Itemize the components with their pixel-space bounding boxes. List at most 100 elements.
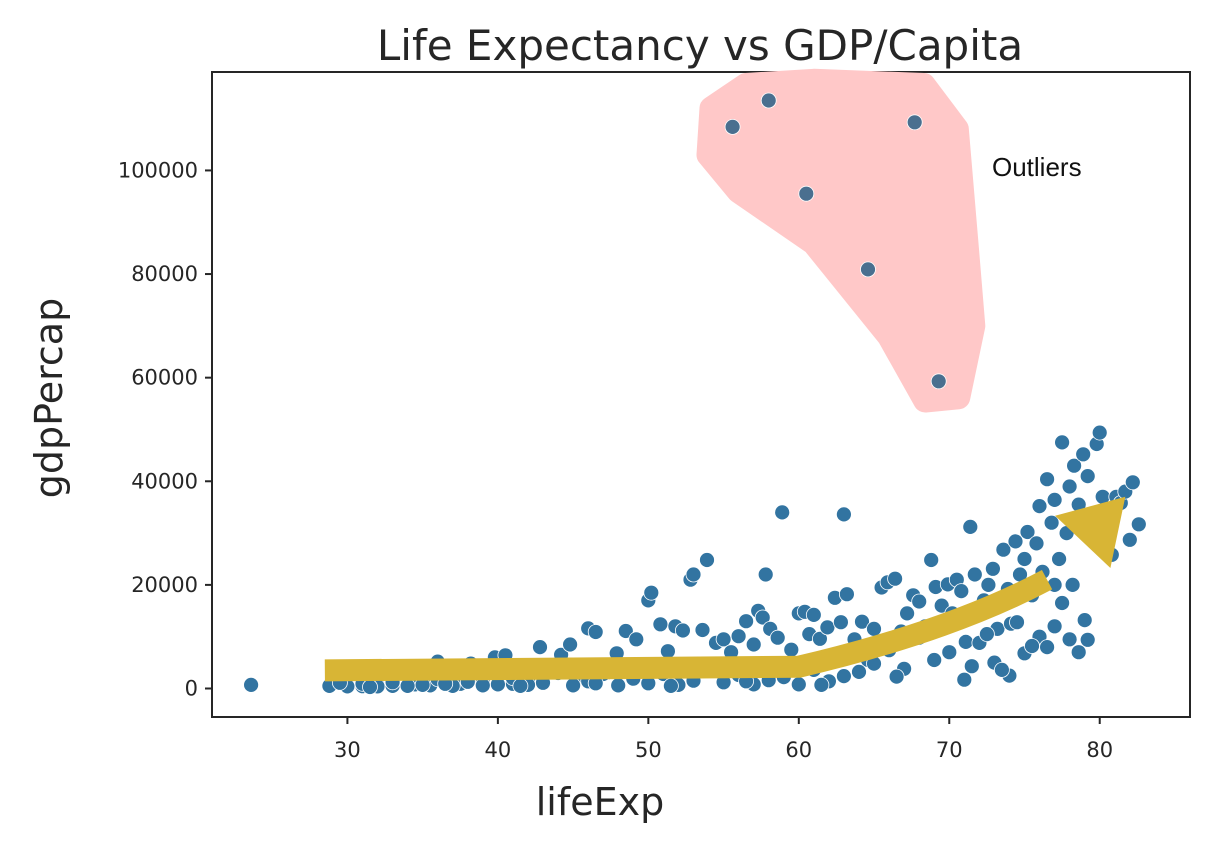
data-point: [663, 678, 679, 694]
data-point: [652, 616, 669, 633]
x-tick-label: 60: [785, 738, 812, 762]
data-point: [610, 677, 627, 694]
data-point: [1031, 498, 1048, 515]
trend-arrow-head: [1055, 496, 1126, 568]
y-axis-label: gdpPercap: [27, 298, 71, 498]
data-point: [819, 619, 836, 636]
data-point: [866, 621, 882, 637]
data-point: [1079, 631, 1096, 648]
data-point: [699, 552, 715, 568]
x-tick-label: 30: [334, 738, 361, 762]
data-point: [1064, 577, 1081, 593]
outliers-annotation: Outliers: [992, 152, 1082, 182]
outlier-point: [798, 185, 815, 202]
data-point: [675, 622, 691, 639]
data-point: [562, 636, 578, 653]
data-point: [1024, 638, 1040, 654]
trend-arrow-shaft: [324, 569, 1053, 682]
data-point: [660, 643, 676, 660]
data-point: [783, 641, 800, 658]
outlier-point: [760, 92, 777, 109]
plot-area: [211, 71, 1191, 718]
data-point: [854, 613, 870, 630]
data-point: [532, 639, 548, 655]
data-point: [1043, 514, 1060, 531]
data-point: [754, 609, 771, 626]
data-point: [512, 678, 529, 694]
y-tick-label: 100000: [118, 158, 198, 182]
data-point: [941, 644, 958, 661]
data-point: [957, 634, 974, 650]
y-tick-label: 80000: [131, 262, 198, 286]
outlier-point: [724, 119, 741, 135]
data-point: [953, 583, 970, 599]
data-point: [994, 662, 1010, 678]
x-tick-label: 50: [635, 738, 662, 762]
data-point: [836, 668, 852, 684]
data-point: [839, 586, 855, 603]
data-point: [833, 614, 849, 631]
data-point: [757, 566, 774, 583]
data-point: [738, 613, 754, 630]
trend-arrow-layer: [324, 496, 1126, 682]
data-point: [730, 628, 747, 645]
data-point: [1066, 457, 1082, 474]
x-tick-label: 70: [936, 738, 963, 762]
data-point: [769, 629, 786, 646]
data-point: [1039, 639, 1055, 655]
data-point: [362, 679, 378, 695]
data-point: [1007, 533, 1024, 550]
data-point: [1124, 474, 1141, 491]
outlier-point: [860, 261, 876, 278]
data-point: [899, 605, 915, 622]
data-point: [1075, 446, 1092, 463]
y-tick-label: 40000: [131, 469, 198, 493]
data-point: [628, 631, 645, 648]
data-point: [1061, 631, 1078, 648]
data-point: [923, 552, 940, 568]
data-point: [1019, 524, 1036, 540]
data-point: [1061, 478, 1078, 495]
data-point: [956, 671, 973, 688]
data-point: [888, 668, 905, 685]
data-point: [1121, 531, 1138, 548]
data-point: [985, 560, 1001, 577]
data-point: [1054, 595, 1070, 611]
data-point: [805, 607, 822, 623]
data-point: [926, 652, 943, 668]
data-point: [1028, 535, 1045, 552]
data-point: [565, 677, 581, 694]
data-point: [1046, 491, 1063, 508]
y-tick-label: 60000: [131, 366, 198, 390]
x-axis-label: lifeExp: [536, 780, 665, 824]
data-point: [243, 677, 260, 693]
ticks-layer: 30 40 50 60 70 80 0 20000 40000 60000 80000 100000: [118, 158, 1113, 762]
data-point: [1009, 614, 1025, 631]
outlier-highlight-layer: [696, 68, 986, 413]
data-point: [643, 584, 660, 601]
data-point: [617, 623, 634, 639]
data-point: [812, 630, 828, 647]
y-tick-label: 0: [185, 677, 198, 701]
data-point: [745, 636, 762, 653]
data-point: [1051, 551, 1067, 567]
y-tick-label: 20000: [131, 573, 198, 597]
data-point: [790, 676, 807, 693]
outlier-point: [930, 373, 947, 390]
data-point: [1046, 618, 1063, 635]
data-point: [836, 506, 852, 523]
outlier-point: [906, 114, 923, 131]
data-point: [774, 504, 791, 521]
data-point: [887, 570, 903, 587]
data-point: [851, 664, 867, 680]
data-point: [933, 597, 950, 614]
data-point: [962, 519, 979, 535]
x-tick-label: 40: [485, 738, 512, 762]
data-point: [966, 566, 983, 583]
data-point: [813, 677, 830, 693]
data-point: [963, 658, 980, 675]
data-point: [685, 566, 702, 583]
data-point: [979, 626, 995, 642]
data-point: [1054, 434, 1070, 451]
